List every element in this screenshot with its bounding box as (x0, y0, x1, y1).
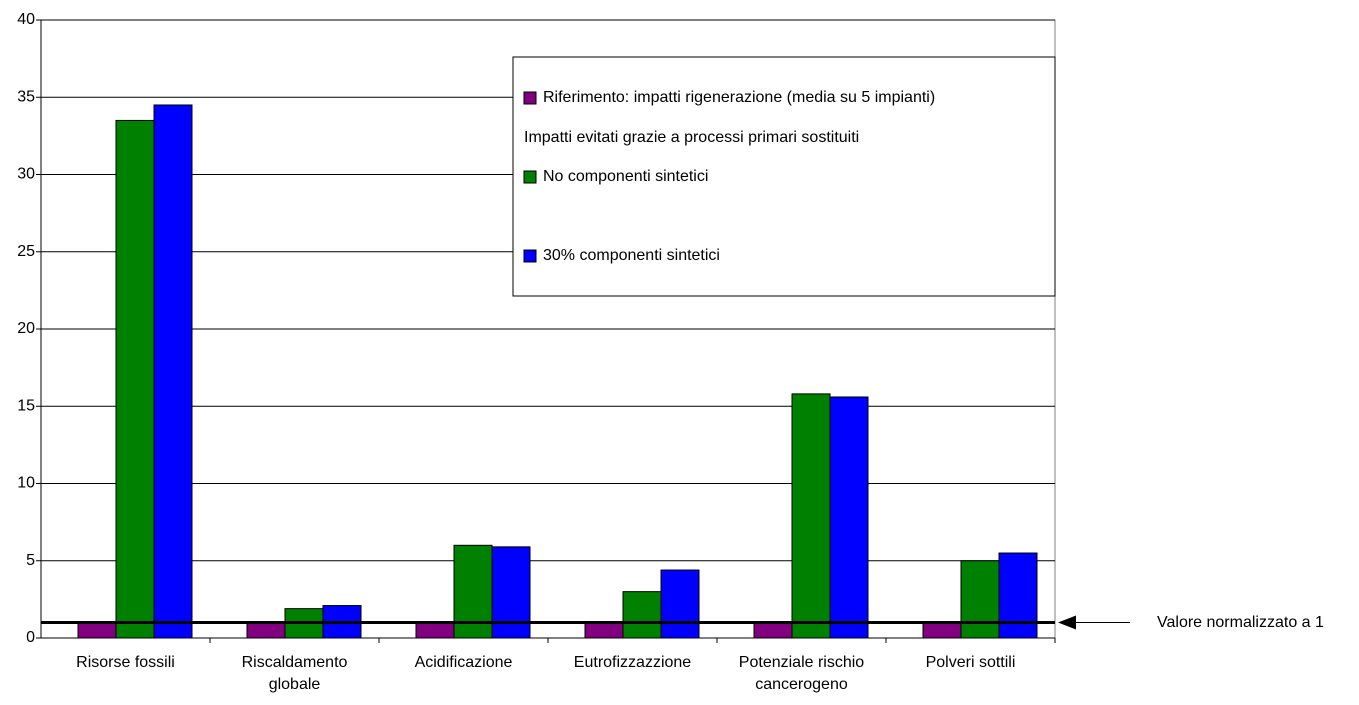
bar (622, 591, 662, 639)
y-tick-label: 35 (17, 88, 35, 105)
legend-heading: Impatti evitati grazie a processi primar… (524, 129, 859, 146)
bar (922, 622, 962, 639)
arrow-head (1058, 615, 1076, 630)
bar (753, 622, 793, 639)
annotation: Valore normalizzato a 1 (1157, 614, 1324, 631)
x-tick-label: Riscaldamento globale (241, 654, 348, 693)
bar (77, 622, 117, 639)
x-tick-label: Acidificazione (414, 654, 513, 671)
legend-swatch (523, 91, 537, 105)
bar (491, 546, 531, 639)
y-tick-label: 20 (17, 320, 35, 337)
x-tick-label: Potenziale rischio cancerogeno (738, 654, 865, 693)
x-tick-label: Eutrofizzazzione (573, 654, 692, 671)
y-tick-label: 40 (17, 11, 35, 28)
bar (415, 622, 455, 639)
y-tick-label: 5 (26, 552, 35, 569)
bar (660, 569, 700, 639)
bar (791, 393, 831, 639)
legend-swatch (523, 170, 537, 184)
legend-label: 30% componenti sintetici (543, 247, 720, 264)
bar (829, 396, 869, 639)
x-tick-label: Polveri sottili (925, 654, 1016, 671)
bar (453, 544, 493, 639)
y-tick-label: 25 (17, 243, 35, 260)
legend-swatch (523, 249, 537, 263)
x-tick-label: Risorse fossili (76, 654, 175, 671)
y-tick-label: 10 (17, 475, 35, 492)
bar (246, 622, 286, 639)
legend-label: No componenti sintetici (543, 168, 708, 185)
legend-box (512, 56, 1056, 297)
y-tick-label: 0 (26, 629, 35, 646)
bar (584, 622, 624, 639)
bar (998, 552, 1038, 639)
bar (115, 119, 155, 639)
y-tick-label: 30 (17, 166, 35, 183)
bar (153, 104, 193, 639)
y-tick-label: 15 (17, 397, 35, 414)
bar (960, 560, 1000, 639)
legend-label: Riferimento: impatti rigenerazione (medi… (543, 89, 935, 106)
